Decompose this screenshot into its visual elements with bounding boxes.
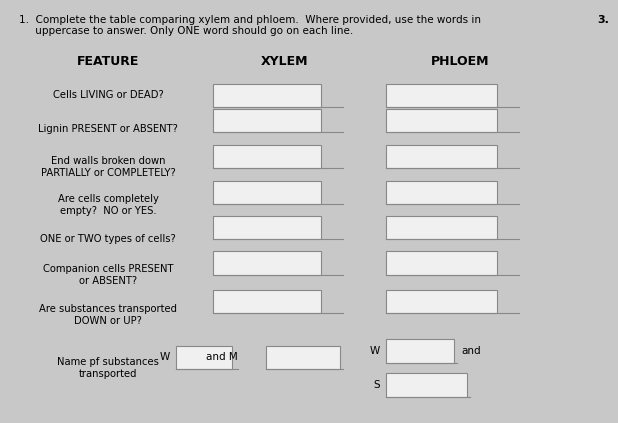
Text: 1.  Complete the table comparing xylem and phloem.  Where provided, use the word: 1. Complete the table comparing xylem an…	[19, 15, 481, 36]
FancyBboxPatch shape	[213, 251, 321, 275]
Text: ONE or TWO types of cells?: ONE or TWO types of cells?	[40, 234, 176, 244]
Text: Companion cells PRESENT
or ABSENT?: Companion cells PRESENT or ABSENT?	[43, 264, 174, 286]
Text: W: W	[159, 352, 170, 363]
FancyBboxPatch shape	[386, 145, 497, 168]
Text: FEATURE: FEATURE	[77, 55, 139, 68]
FancyBboxPatch shape	[386, 83, 497, 107]
FancyBboxPatch shape	[386, 251, 497, 275]
FancyBboxPatch shape	[176, 346, 232, 369]
Text: 3.: 3.	[597, 15, 609, 25]
Text: Are substances transported
DOWN or UP?: Are substances transported DOWN or UP?	[39, 304, 177, 326]
Text: PHLOEM: PHLOEM	[431, 55, 489, 68]
Text: and: and	[462, 346, 481, 356]
Text: Are cells completely
empty?  NO or YES.: Are cells completely empty? NO or YES.	[57, 194, 159, 216]
FancyBboxPatch shape	[386, 374, 467, 397]
Text: W: W	[370, 346, 380, 356]
Text: End walls broken down
PARTIALLY or COMPLETELY?: End walls broken down PARTIALLY or COMPL…	[41, 156, 176, 178]
FancyBboxPatch shape	[266, 346, 340, 369]
FancyBboxPatch shape	[386, 339, 454, 363]
Text: S: S	[373, 380, 380, 390]
FancyBboxPatch shape	[213, 145, 321, 168]
FancyBboxPatch shape	[213, 83, 321, 107]
FancyBboxPatch shape	[213, 290, 321, 313]
FancyBboxPatch shape	[213, 109, 321, 132]
FancyBboxPatch shape	[386, 290, 497, 313]
FancyBboxPatch shape	[386, 216, 497, 239]
Text: and M: and M	[206, 352, 238, 363]
Text: Name pf substances
transported: Name pf substances transported	[57, 357, 159, 379]
FancyBboxPatch shape	[386, 109, 497, 132]
FancyBboxPatch shape	[386, 181, 497, 204]
FancyBboxPatch shape	[213, 216, 321, 239]
FancyBboxPatch shape	[213, 181, 321, 204]
Text: Cells LIVING or DEAD?: Cells LIVING or DEAD?	[53, 90, 164, 100]
Text: Lignin PRESENT or ABSENT?: Lignin PRESENT or ABSENT?	[38, 124, 178, 134]
Text: XYLEM: XYLEM	[261, 55, 308, 68]
